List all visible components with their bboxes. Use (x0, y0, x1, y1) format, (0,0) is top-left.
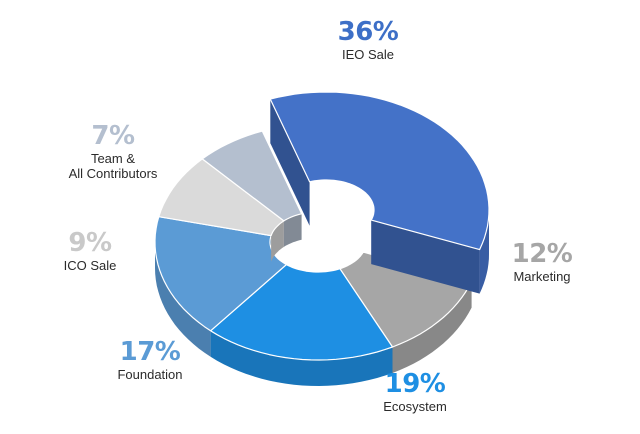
label-marketing: 12% Marketing (492, 239, 592, 285)
marketing-name: Marketing (513, 268, 571, 284)
foundation-percent: 17% (119, 337, 181, 367)
marketing-percent: 12% (511, 239, 573, 269)
slice-top (201, 130, 303, 222)
team-name-line1: Team & (90, 150, 136, 166)
slice-wall (392, 281, 472, 373)
slice-ieo-sale (269, 91, 490, 294)
ieo-sale-name: IEO Sale (341, 46, 395, 62)
slice-cut-face (270, 99, 310, 226)
slice-wall (210, 330, 393, 386)
label-ecosystem: 19% Ecosystem (360, 369, 470, 415)
slice-inner-wall (271, 220, 284, 262)
team-percent: 7% (91, 121, 135, 151)
foundation-name: Foundation (117, 366, 183, 382)
slice-wall (155, 242, 211, 357)
team-name-line2: All Contributors (68, 165, 158, 181)
slice-inner-wall (283, 213, 302, 247)
slice-cut-face (371, 220, 480, 294)
label-ieo-sale: 36% IEO Sale (318, 17, 418, 63)
label-team-contributors: 7% Team & All Contributors (48, 121, 178, 182)
slice-top (269, 91, 490, 251)
ico-sale-name: ICO Sale (63, 257, 117, 273)
ieo-sale-percent: 36% (337, 17, 399, 47)
ecosystem-percent: 19% (384, 369, 446, 399)
label-ico-sale: 9% ICO Sale (40, 228, 140, 274)
label-foundation: 17% Foundation (95, 337, 205, 383)
ecosystem-name: Ecosystem (383, 398, 447, 414)
slice-team-all-contributors (201, 130, 303, 247)
ico-sale-percent: 9% (68, 228, 112, 258)
